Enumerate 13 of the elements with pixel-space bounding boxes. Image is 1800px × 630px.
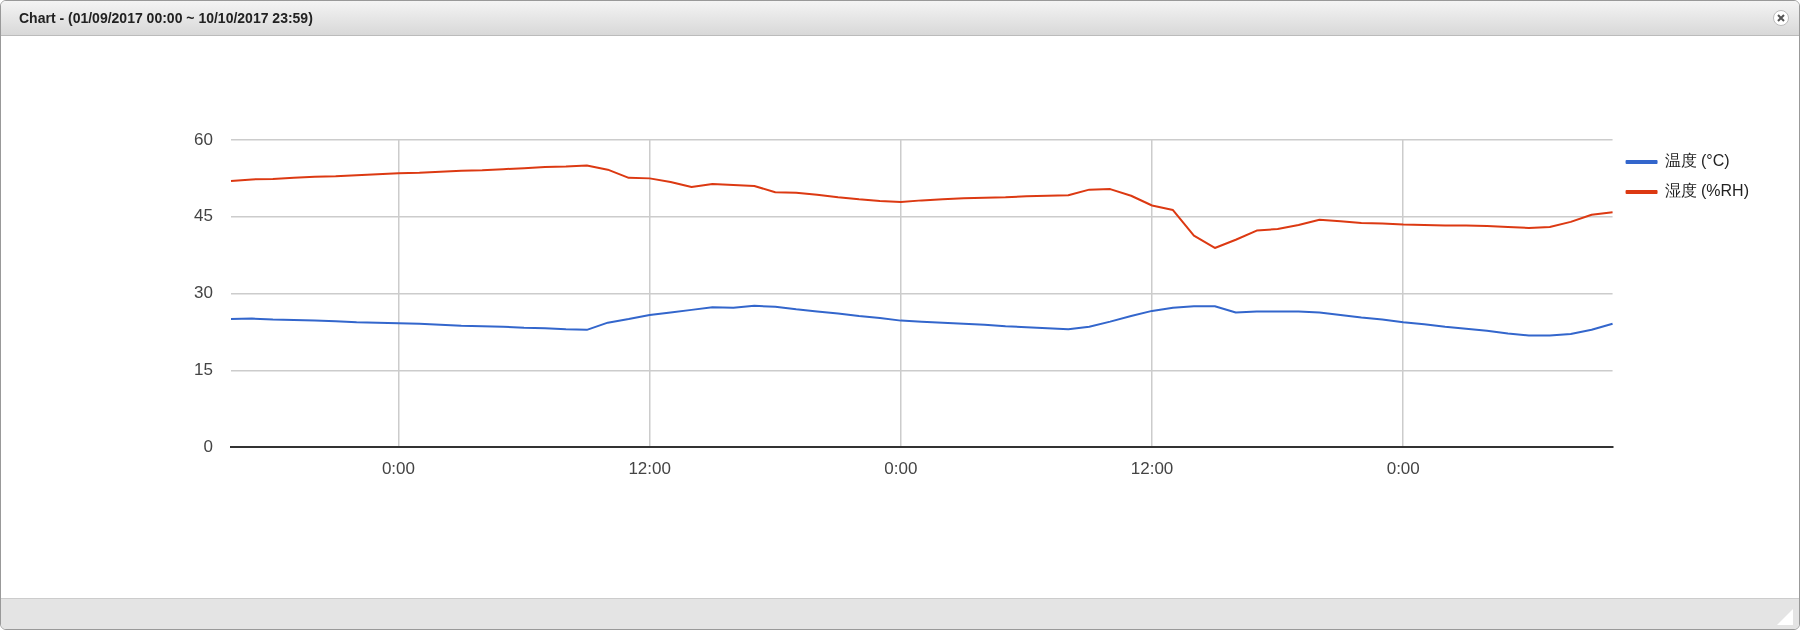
y-tick-label: 15: [194, 359, 213, 379]
y-tick-label: 30: [194, 283, 213, 303]
x-tick-label: 12:00: [1130, 458, 1174, 478]
chart-title: Chart - (01/09/2017 00:00 ~ 10/10/2017 23:59): [19, 10, 313, 26]
x-tick-label: 0:00: [381, 458, 416, 478]
y-tick-label: 60: [194, 129, 213, 149]
x-tick-label: 12:00: [628, 458, 671, 478]
y-tick-label: 0: [203, 436, 213, 456]
y-tick-label: 45: [194, 206, 213, 226]
x-tick-label: 0:00: [1386, 458, 1420, 478]
x-tick-label: 0:00: [884, 458, 918, 478]
legend-label: 温度 (°C): [1664, 152, 1730, 170]
legend-label: 湿度 (%RH): [1664, 182, 1749, 200]
